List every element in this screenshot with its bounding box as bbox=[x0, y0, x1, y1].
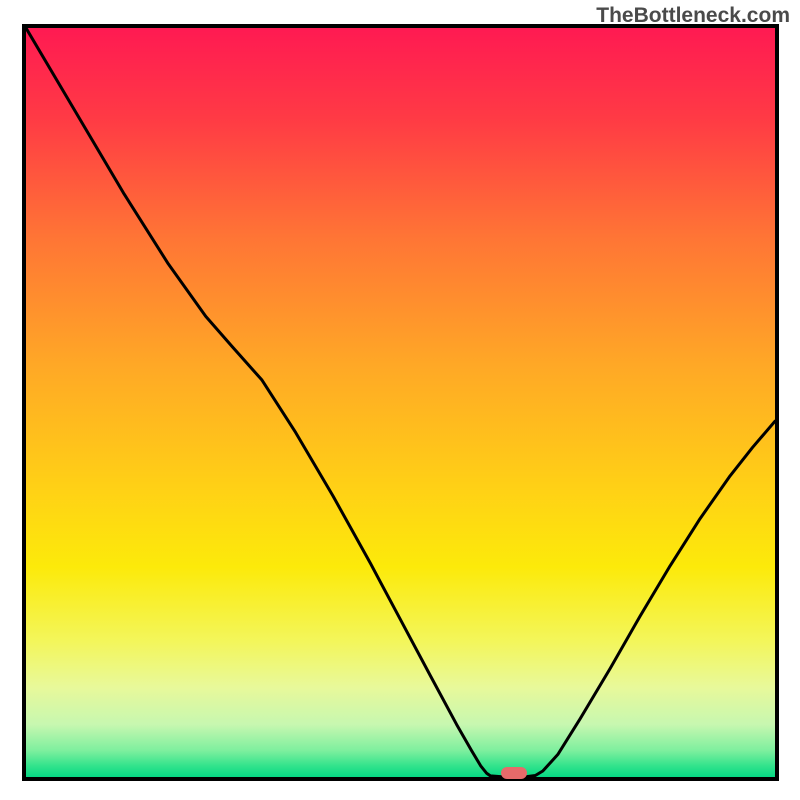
plot-svg bbox=[26, 28, 775, 777]
chart-container: TheBottleneck.com bbox=[0, 0, 800, 800]
plot-area bbox=[22, 24, 779, 781]
optimum-marker bbox=[501, 767, 527, 779]
gradient-background bbox=[26, 28, 775, 777]
